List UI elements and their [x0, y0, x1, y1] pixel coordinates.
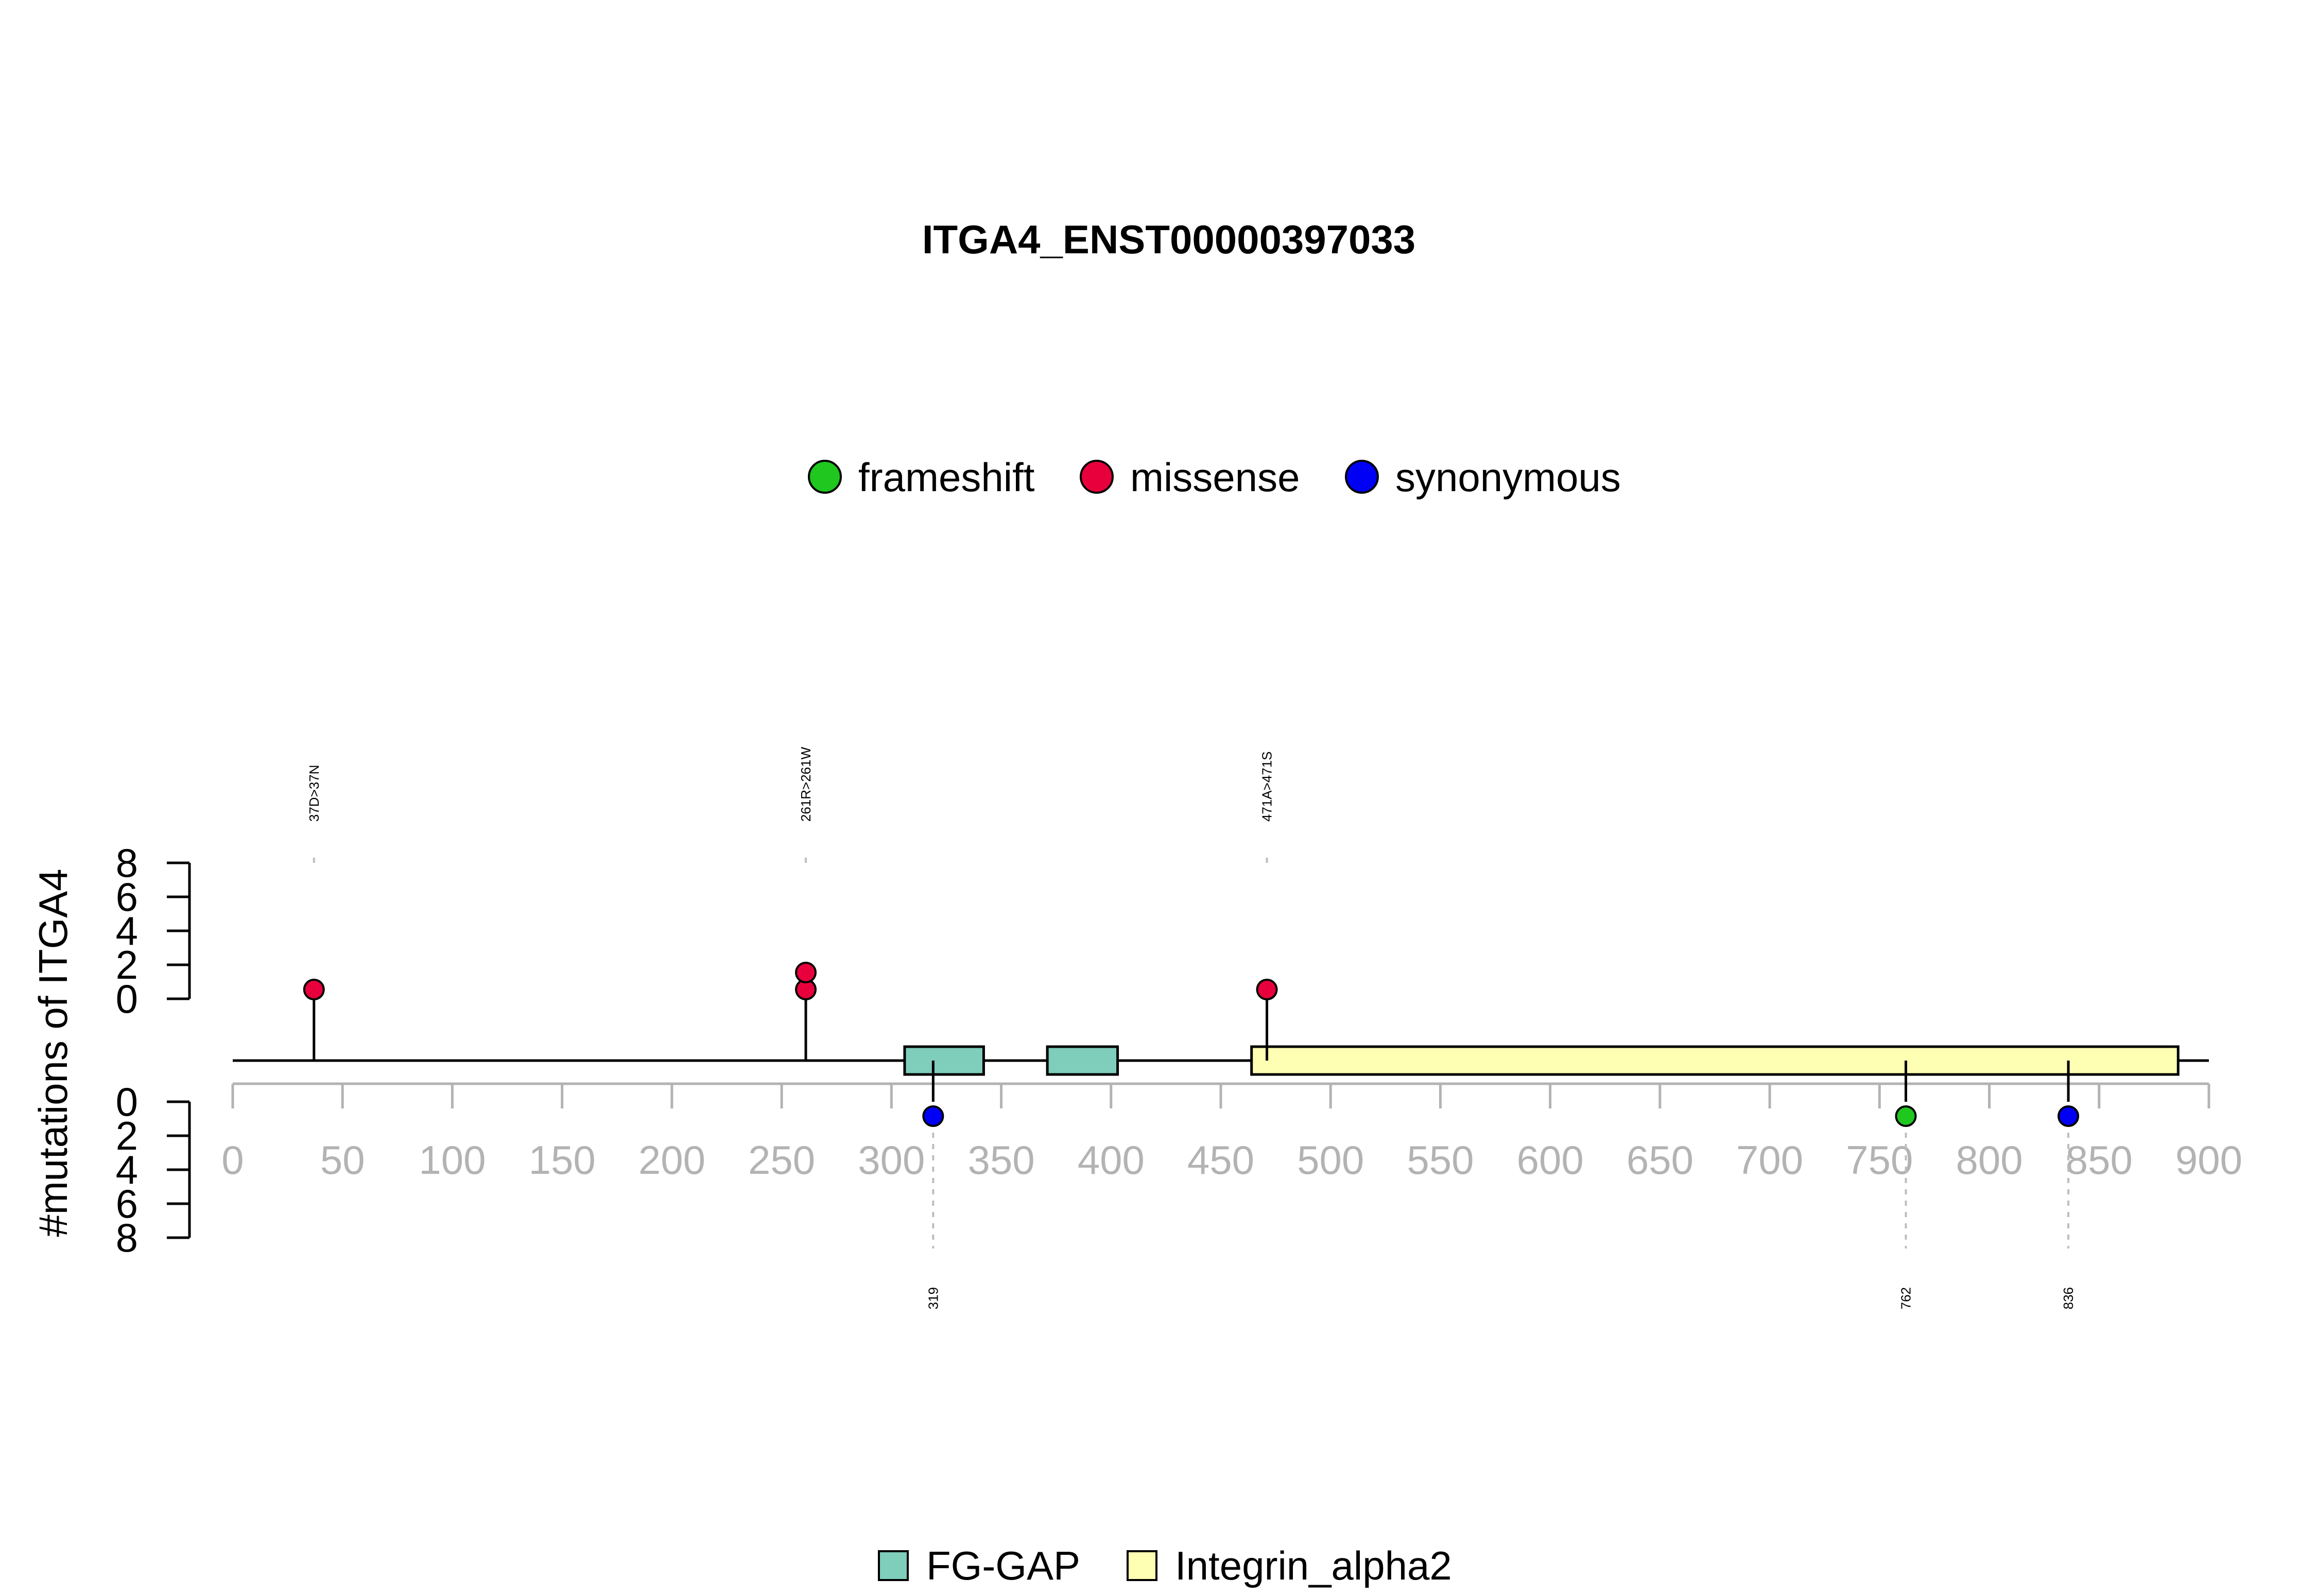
y-axis-label: #mutations of ITGA4	[30, 869, 76, 1237]
x-tick-label-250: 250	[748, 1137, 815, 1183]
domain-integrin-alpha2-3	[1250, 1045, 2180, 1076]
legend-swatch-synonymous	[1345, 460, 1379, 494]
y-axis-upper-tick-label-6: 6	[116, 874, 138, 920]
y-axis-lower-tick-label-4: 4	[116, 1147, 138, 1192]
x-axis: 0 50 100 150 200 250 300 350 400 450 500 550 600 650 7…	[221, 1082, 2242, 1183]
x-tick-label-100: 100	[419, 1137, 486, 1183]
mutation-point	[2057, 1105, 2080, 1127]
mutation-762: 762	[1895, 1061, 1917, 1309]
legend-swatch-fg-gap	[878, 1550, 909, 1581]
y-axis-upper-tick-label-0: 0	[116, 976, 138, 1021]
mutation-471a-471s: 471A>471S	[1256, 751, 1278, 1061]
domain-legend: FG-GAP Integrin_alpha2	[878, 1543, 1452, 1588]
mutation-point	[1895, 1105, 1917, 1127]
legend-item-frameshift: frameshift	[808, 455, 1035, 500]
mutation-label: 37D>37N	[306, 765, 322, 822]
mutation-37d-37n: 37D>37N	[303, 765, 325, 1061]
x-tick-label-650: 650	[1627, 1137, 1693, 1183]
chart-title: ITGA4_ENST00000397033	[922, 217, 1415, 262]
legend-swatch-integrin-alpha2	[1127, 1550, 1157, 1581]
y-axis-upper-tick-label-4: 4	[116, 908, 138, 953]
legend-label-frameshift: frameshift	[858, 455, 1035, 500]
mutation-label: 836	[2061, 1287, 2076, 1309]
legend-label-fg-gap: FG-GAP	[926, 1543, 1080, 1588]
mutation-point	[1256, 979, 1278, 1000]
x-tick-label-450: 450	[1187, 1137, 1254, 1183]
y-axis-lower-tick-label-6: 6	[116, 1181, 138, 1226]
legend-item-fg-gap: FG-GAP	[878, 1543, 1080, 1588]
y-axis-lower-tick-label-2: 2	[116, 1113, 138, 1158]
x-tick-label-0: 0	[221, 1137, 244, 1183]
y-axis-lower-tick-label-0: 0	[116, 1079, 138, 1124]
mutation-point	[922, 1105, 944, 1127]
mutations-lower: 319 762 836	[922, 1061, 2080, 1309]
legend-item-synonymous: synonymous	[1345, 455, 1621, 500]
x-tick-label-300: 300	[858, 1137, 925, 1183]
y-axis-upper-tick-label-8: 8	[116, 840, 138, 886]
domain-fg-gap-1	[903, 1045, 985, 1076]
x-tick-label-750: 750	[1846, 1137, 1913, 1183]
legend-label-missense: missense	[1130, 455, 1300, 500]
mutation-label: 319	[925, 1287, 941, 1309]
mutations-upper: 37D>37N 261R>261W 471A>471S	[303, 747, 1278, 1061]
x-tick-label-550: 550	[1407, 1137, 1474, 1183]
protein-domains	[903, 1045, 2180, 1076]
legend-item-missense: missense	[1080, 455, 1300, 500]
mutation-legend: frameshift missense synonymous	[808, 455, 1621, 500]
legend-item-integrin-alpha2: Integrin_alpha2	[1127, 1543, 1452, 1588]
mutation-836: 836	[2057, 1061, 2080, 1309]
x-tick-label-200: 200	[638, 1137, 705, 1183]
mutation-319: 319	[922, 1061, 944, 1309]
legend-swatch-missense	[1080, 460, 1114, 494]
mutation-point	[303, 979, 325, 1000]
x-tick-label-350: 350	[967, 1137, 1034, 1183]
mutation-point	[795, 962, 817, 983]
x-tick-label-150: 150	[529, 1137, 596, 1183]
legend-label-integrin-alpha2: Integrin_alpha2	[1175, 1543, 1452, 1588]
legend-label-synonymous: synonymous	[1395, 455, 1621, 500]
x-tick-label-600: 600	[1517, 1137, 1584, 1183]
x-tick-label-400: 400	[1078, 1137, 1145, 1183]
legend-swatch-frameshift	[808, 460, 842, 494]
x-tick-label-50: 50	[320, 1137, 365, 1183]
mutation-label: 471A>471S	[1259, 751, 1275, 822]
x-tick-label-700: 700	[1736, 1137, 1803, 1183]
x-tick-label-500: 500	[1297, 1137, 1364, 1183]
x-tick-label-850: 850	[2066, 1137, 2133, 1183]
x-tick-label-900: 900	[2175, 1137, 2242, 1183]
y-axis-upper-tick-label-2: 2	[116, 942, 138, 987]
mutation-label: 261R>261W	[798, 747, 814, 822]
mutation-261r-261w: 261R>261W	[795, 747, 817, 1061]
domain-fg-gap-2	[1046, 1045, 1119, 1076]
x-tick-label-800: 800	[1956, 1137, 2022, 1183]
y-axis-lower-tick-label-8: 8	[116, 1215, 138, 1260]
mutation-label: 762	[1898, 1287, 1914, 1309]
